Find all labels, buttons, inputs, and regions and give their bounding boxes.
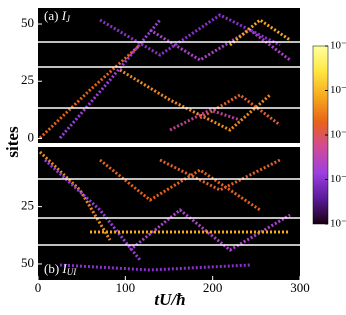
x-tick-label: 300 xyxy=(290,280,310,295)
panel-label: (b) IUI xyxy=(44,261,77,277)
x-tick-label: 0 xyxy=(35,280,42,295)
panel-a xyxy=(38,8,300,143)
heatmap-texture-b xyxy=(38,150,291,272)
heatmap-texture-a xyxy=(38,13,291,140)
y-axis-label: sites xyxy=(3,126,22,158)
panel-b xyxy=(38,147,300,280)
site-separators xyxy=(38,41,300,246)
x-axis-label: tU/ħ xyxy=(154,290,185,309)
y-tick-label: 25 xyxy=(21,72,34,87)
colorbar-tick-label: 10⁻¹ xyxy=(330,40,346,52)
x-tick-label: 100 xyxy=(116,280,136,295)
y-tick-label: 25 xyxy=(21,198,34,213)
y-tick-label: 0 xyxy=(28,129,35,144)
y-tick-label: 50 xyxy=(21,255,34,270)
colorbar-tick-label: 10⁻⁵ xyxy=(330,218,346,230)
y-tick-label: 50 xyxy=(21,15,34,30)
colorbar-tick-label: 10⁻² xyxy=(330,84,346,96)
colorbar-tick-label: 10⁻³ xyxy=(330,129,346,141)
panel-label: (a) IJ xyxy=(44,8,71,24)
colorbar-tick-label: 10⁻⁴ xyxy=(330,173,346,185)
x-tick-label: 200 xyxy=(203,280,223,295)
